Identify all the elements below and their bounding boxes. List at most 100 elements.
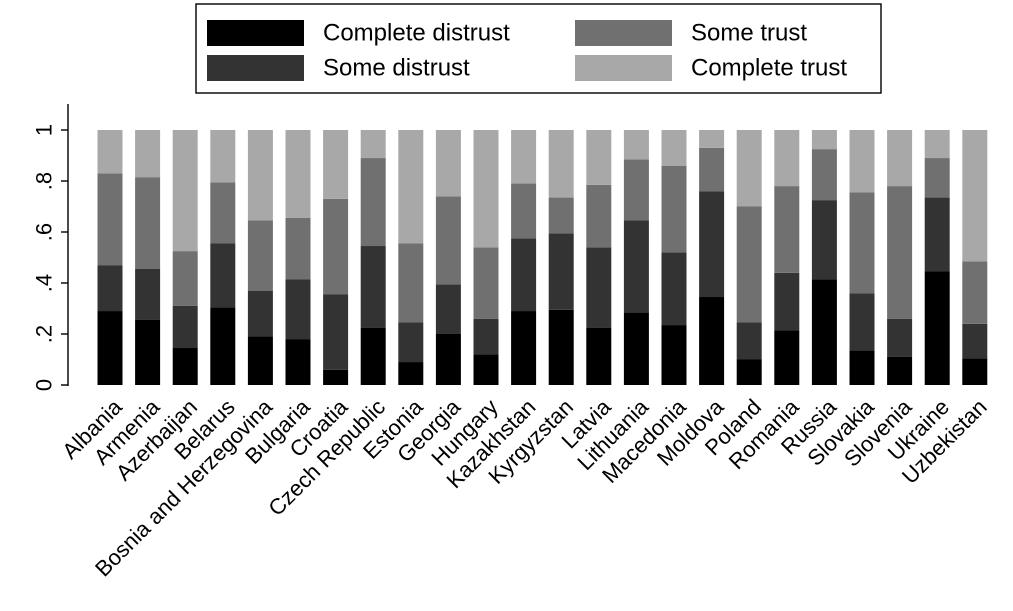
bar-romania-complete-trust — [774, 130, 800, 187]
bar-hungary-some-distrust — [473, 318, 499, 355]
bar-belarus-complete-distrust — [210, 307, 236, 385]
bar-estonia-some-distrust — [398, 322, 424, 363]
bar-albania-complete-trust — [97, 130, 123, 174]
bar-czech-republic-some-trust — [360, 158, 386, 247]
bar-hungary-complete-distrust — [473, 354, 499, 385]
bar-russia-complete-trust — [811, 130, 837, 150]
bar-armenia-complete-trust — [135, 130, 161, 178]
y-tick-label: .8 — [32, 172, 57, 190]
bar-poland-complete-distrust — [736, 359, 762, 385]
bar-kazakhstan-complete-trust — [511, 130, 537, 184]
bar-georgia-complete-distrust — [435, 334, 461, 385]
bar-czech-republic-complete-distrust — [360, 327, 386, 385]
bar-macedonia-some-distrust — [661, 252, 687, 326]
bar-kazakhstan-some-distrust — [511, 238, 537, 312]
legend-swatch-complete-trust — [575, 55, 672, 81]
bar-romania-some-distrust — [774, 272, 800, 331]
bar-kyrgyzstan-complete-trust — [548, 130, 574, 198]
bar-hungary-complete-trust — [473, 130, 499, 248]
bar-slovenia-complete-distrust — [887, 356, 913, 385]
bar-armenia-some-trust — [135, 177, 161, 269]
bar-lithuania-complete-distrust — [623, 312, 649, 385]
bar-croatia-some-trust — [323, 198, 349, 295]
legend-swatch-some-trust — [575, 20, 672, 46]
bar-kazakhstan-some-trust — [511, 183, 537, 239]
bar-croatia-complete-trust — [323, 130, 349, 199]
bar-slovakia-some-trust — [849, 192, 875, 294]
bar-armenia-complete-distrust — [135, 319, 161, 385]
bar-azerbaijan-complete-distrust — [172, 348, 198, 385]
y-tick-label: 1 — [32, 124, 57, 136]
bar-kyrgyzstan-some-distrust — [548, 233, 574, 310]
bar-poland-complete-trust — [736, 130, 762, 207]
y-tick-label: 0 — [32, 379, 57, 391]
bar-slovakia-complete-trust — [849, 130, 875, 193]
bar-bulgaria-some-trust — [285, 217, 311, 280]
bar-czech-republic-some-distrust — [360, 246, 386, 328]
bar-hungary-some-trust — [473, 247, 499, 319]
bar-bulgaria-complete-trust — [285, 130, 311, 218]
bar-belarus-some-trust — [210, 182, 236, 244]
bar-belarus-complete-trust — [210, 130, 236, 183]
bar-lithuania-some-trust — [623, 159, 649, 221]
bar-romania-complete-distrust — [774, 330, 800, 385]
bar-albania-some-trust — [97, 173, 123, 266]
bar-kyrgyzstan-some-trust — [548, 197, 574, 234]
bar-czech-republic-complete-trust — [360, 130, 386, 159]
bar-albania-complete-distrust — [97, 311, 123, 385]
bar-romania-some-trust — [774, 186, 800, 273]
bar-bulgaria-complete-distrust — [285, 339, 311, 385]
bar-slovenia-some-distrust — [887, 318, 913, 357]
bar-slovenia-complete-trust — [887, 130, 913, 187]
bar-moldova-complete-distrust — [699, 297, 725, 385]
bars — [97, 130, 988, 385]
legend-swatch-some-distrust — [207, 55, 304, 81]
y-axis: 0 .2 .4 .6 .8 1 — [32, 104, 69, 391]
bar-kyrgyzstan-complete-distrust — [548, 309, 574, 385]
bar-latvia-some-distrust — [586, 247, 612, 328]
bar-estonia-some-trust — [398, 243, 424, 323]
bar-ukraine-complete-trust — [924, 130, 950, 159]
bar-poland-some-trust — [736, 206, 762, 323]
legend-swatch-complete-distrust — [207, 20, 304, 46]
legend: Complete distrust Some trust Some distrust… — [195, 3, 882, 94]
bar-bosnia-and-herzegovina-some-distrust — [247, 290, 273, 337]
bar-georgia-some-distrust — [435, 284, 461, 334]
bar-slovenia-some-trust — [887, 186, 913, 319]
bar-russia-complete-distrust — [811, 279, 837, 385]
bar-armenia-some-distrust — [135, 268, 161, 320]
bar-russia-some-trust — [811, 149, 837, 201]
bar-ukraine-some-distrust — [924, 197, 950, 272]
bar-estonia-complete-distrust — [398, 362, 424, 385]
bar-croatia-complete-distrust — [323, 369, 349, 385]
bar-lithuania-some-distrust — [623, 220, 649, 313]
y-tick-label: .2 — [32, 325, 57, 343]
legend-label-some-distrust: Some distrust — [323, 55, 470, 82]
bar-uzbekistan-some-trust — [962, 261, 988, 324]
y-tick-label: .4 — [32, 274, 57, 292]
bar-uzbekistan-complete-trust — [962, 130, 988, 262]
bar-lithuania-complete-trust — [623, 130, 649, 160]
bar-bosnia-and-herzegovina-complete-distrust — [247, 336, 273, 385]
bar-latvia-some-trust — [586, 184, 612, 248]
bar-uzbekistan-some-distrust — [962, 323, 988, 359]
bar-moldova-some-distrust — [699, 191, 725, 298]
bar-kazakhstan-complete-distrust — [511, 311, 537, 385]
bar-macedonia-complete-distrust — [661, 325, 687, 385]
legend-box — [195, 3, 882, 94]
bar-georgia-complete-trust — [435, 130, 461, 197]
bar-russia-some-distrust — [811, 200, 837, 280]
bar-georgia-some-trust — [435, 196, 461, 285]
bar-macedonia-some-trust — [661, 165, 687, 253]
bar-estonia-complete-trust — [398, 130, 424, 244]
bar-latvia-complete-trust — [586, 130, 612, 185]
bar-albania-some-distrust — [97, 265, 123, 312]
bar-croatia-some-distrust — [323, 294, 349, 370]
bar-slovakia-some-distrust — [849, 293, 875, 351]
bar-azerbaijan-some-distrust — [172, 305, 198, 349]
bar-moldova-complete-trust — [699, 130, 725, 148]
bar-ukraine-complete-distrust — [924, 271, 950, 385]
legend-label-complete-trust: Complete trust — [691, 55, 847, 82]
